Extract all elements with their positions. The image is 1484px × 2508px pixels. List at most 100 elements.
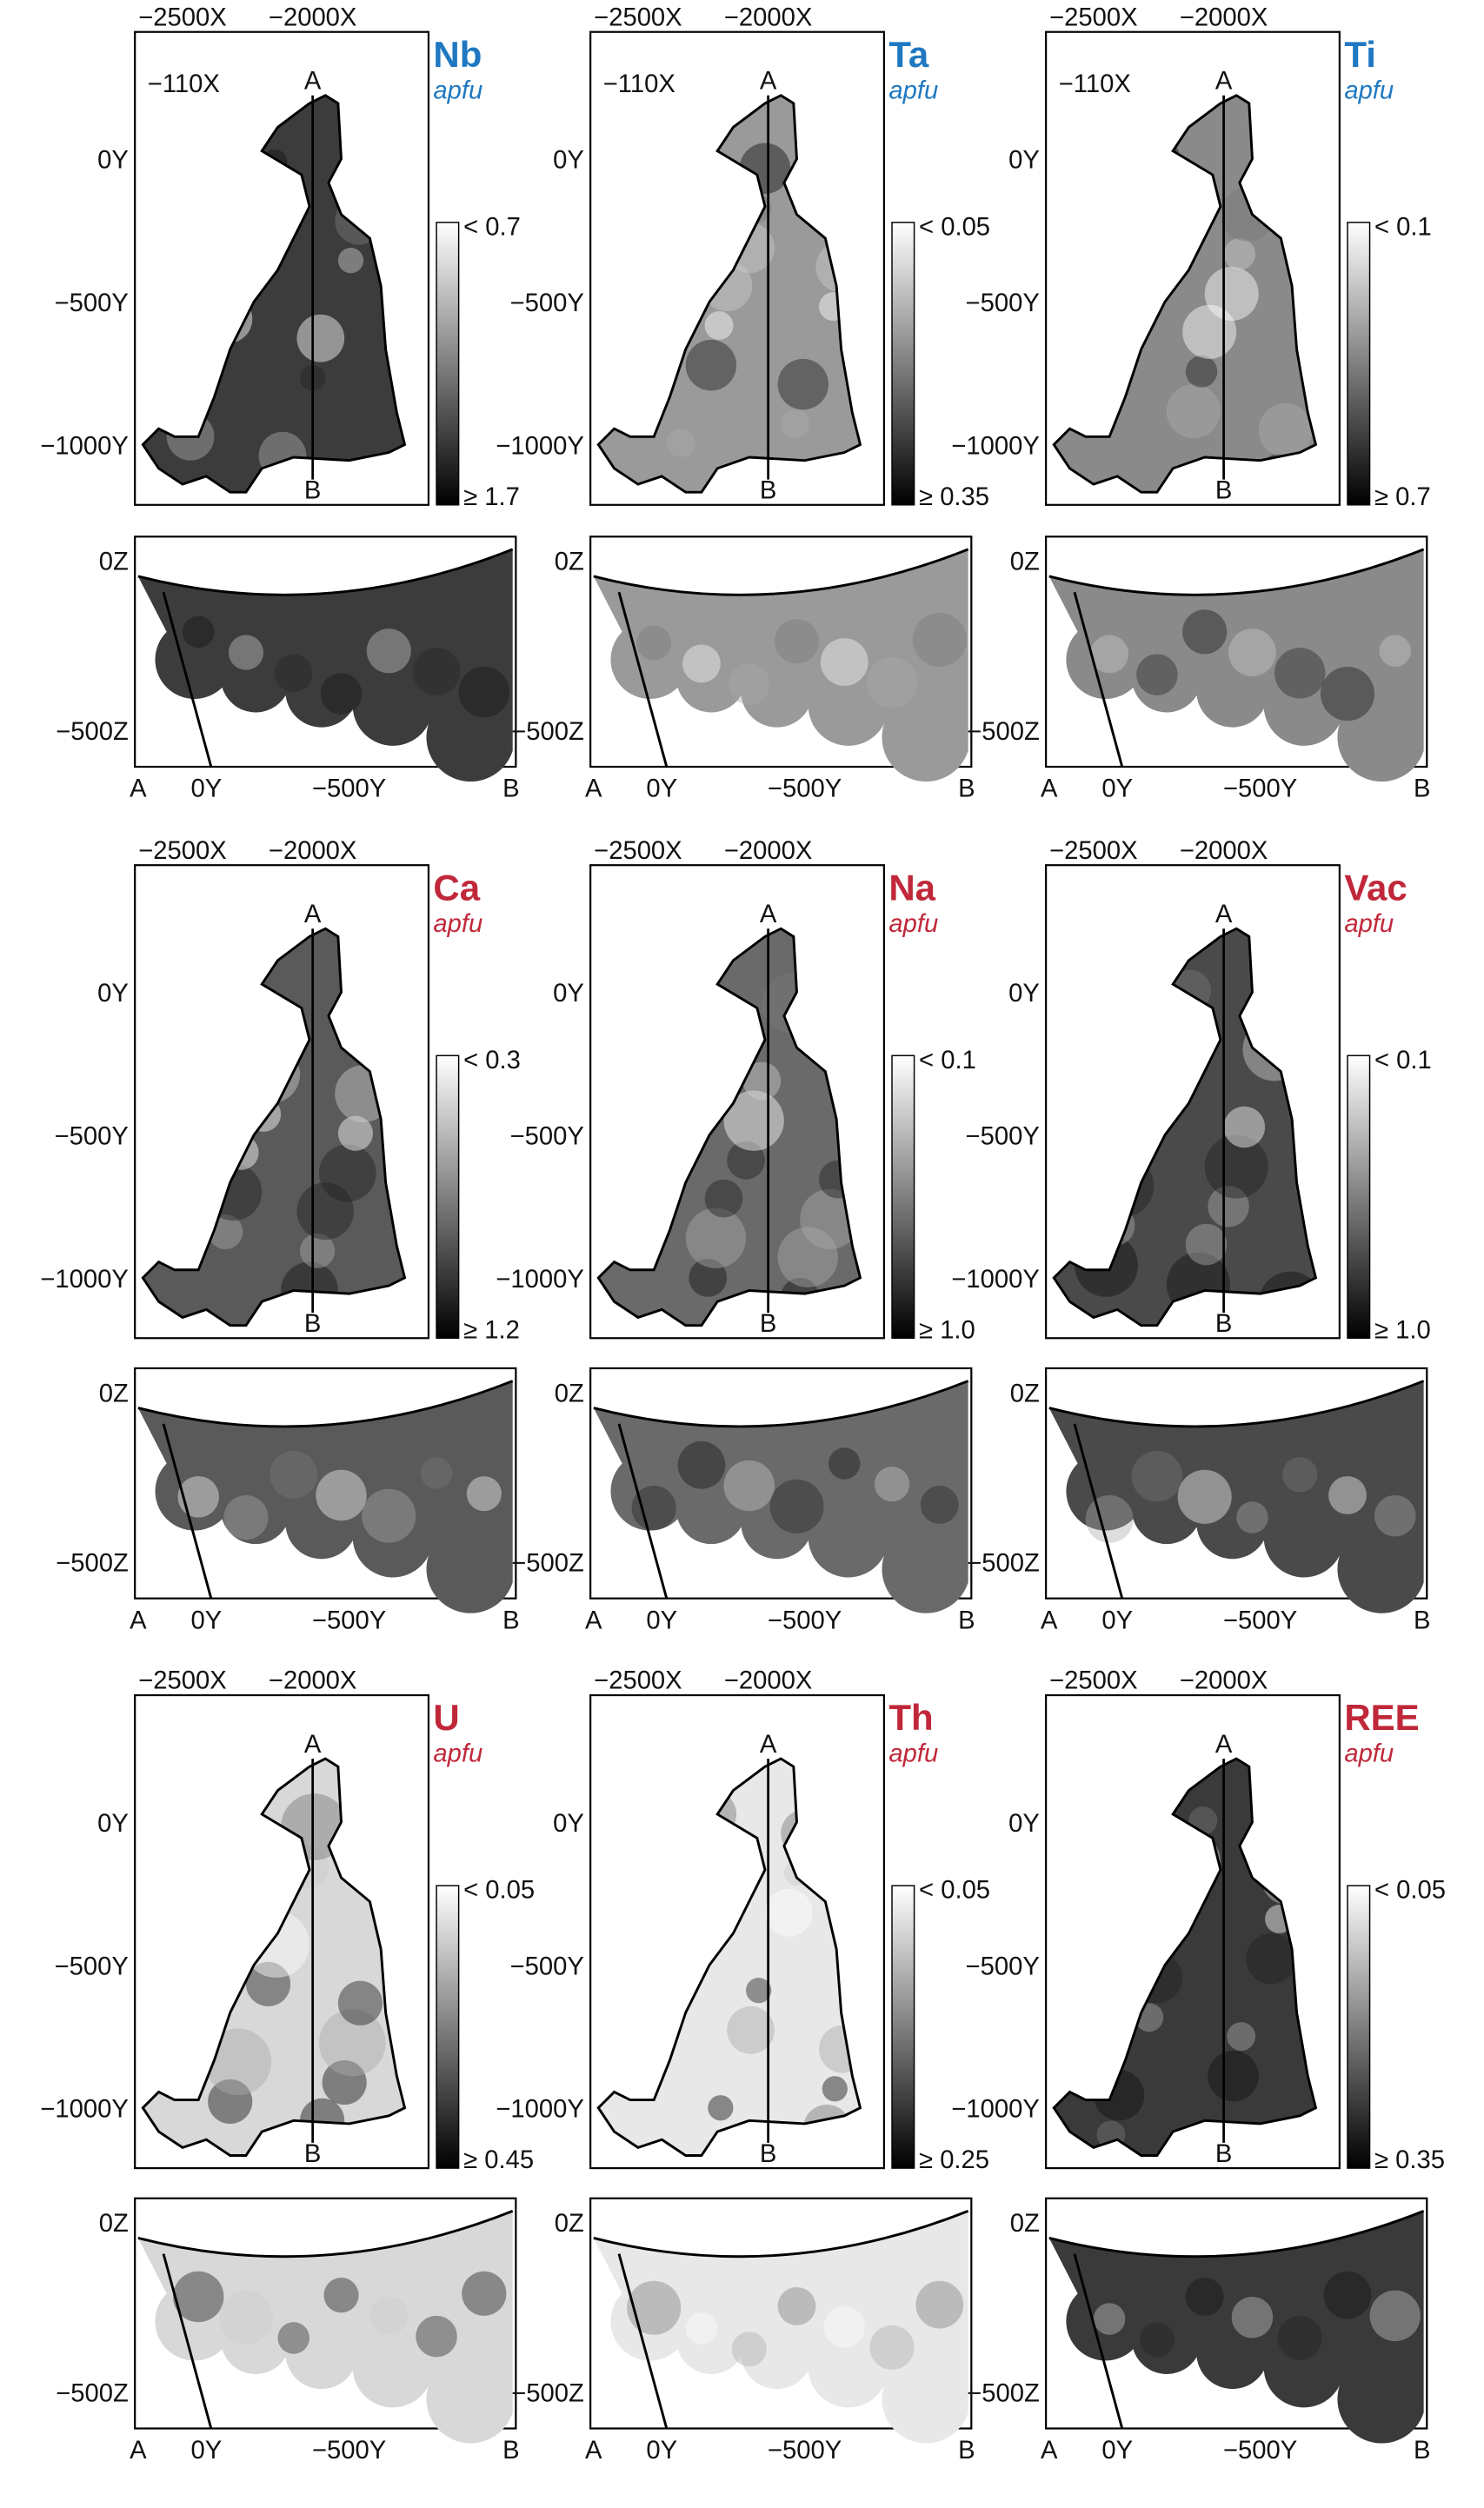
section-patch xyxy=(769,1479,824,1533)
section-z-tick: −500Z xyxy=(967,718,1040,746)
map-y-tick: −1000Y xyxy=(40,2096,129,2124)
colorbar-top-label: < 0.05 xyxy=(919,1877,990,1905)
section-end-label: B xyxy=(1215,2140,1232,2168)
map-y-tick: 0Y xyxy=(1008,980,1040,1008)
map-outline xyxy=(141,927,407,1327)
unit-label: apfu xyxy=(1344,910,1394,938)
map-y-tick: −500Y xyxy=(55,289,129,317)
section-patch xyxy=(636,625,672,661)
section-x-tick: 0Y xyxy=(646,775,677,803)
map-patch xyxy=(742,1061,782,1101)
section-body xyxy=(1048,1380,1424,1613)
section-x-tick: −500Y xyxy=(1223,1607,1297,1634)
section-patch xyxy=(774,619,820,664)
map-x-tick: −2500X xyxy=(594,837,682,865)
section-x-tick: A xyxy=(1041,775,1058,803)
section-patch xyxy=(466,1476,502,1512)
section-body xyxy=(137,549,513,782)
map-patch xyxy=(1204,1134,1268,1199)
map-y-tick: −500Y xyxy=(55,1953,129,1980)
section-patch xyxy=(1369,2290,1421,2342)
colorbar xyxy=(891,1885,915,2169)
map-patch xyxy=(208,2079,253,2124)
unit-label: apfu xyxy=(433,77,482,104)
colorbar-bottom-label: ≥ 0.25 xyxy=(919,2146,989,2174)
section-patch xyxy=(366,629,411,674)
section-patch xyxy=(915,2280,964,2329)
map-patch xyxy=(296,314,345,363)
section-x-tick: A xyxy=(585,1607,602,1634)
section-patch xyxy=(1228,629,1276,676)
section-boundary xyxy=(162,2253,213,2429)
map-body xyxy=(598,1759,861,2156)
map-outline xyxy=(1052,1757,1318,2157)
section-z-tick: −500Z xyxy=(511,2379,584,2407)
section-patch xyxy=(728,663,770,705)
map-x-tick: −2500X xyxy=(1049,1667,1137,1695)
colorbar xyxy=(436,222,460,506)
section-patch xyxy=(270,1450,318,1499)
map-x-tick: −2000X xyxy=(1180,1667,1268,1695)
section-patch xyxy=(731,2332,767,2367)
map-body xyxy=(143,928,405,1326)
section-patch xyxy=(823,2305,865,2348)
section-x-tick: −500Y xyxy=(768,775,842,803)
section-patch xyxy=(1328,1476,1367,1514)
colorbar xyxy=(436,1054,460,1339)
map-y-tick: −500Y xyxy=(510,289,584,317)
map-y-tick: −1000Y xyxy=(951,2096,1040,2124)
section-patch xyxy=(1236,1501,1268,1533)
section-patch xyxy=(277,2322,310,2354)
map-y-tick: −500Y xyxy=(966,1953,1040,1980)
map-y-tick: −500Y xyxy=(966,289,1040,317)
section-end-label: B xyxy=(1215,476,1232,504)
map-patch xyxy=(1258,402,1313,458)
section-x-tick: 0Y xyxy=(190,775,222,803)
section-start-label: A xyxy=(304,1731,322,1759)
section-z-tick: −500Z xyxy=(56,1550,129,1578)
colorbar xyxy=(1347,1054,1371,1339)
section-start-label: A xyxy=(1215,67,1233,95)
section-x-tick: −500Y xyxy=(768,2437,842,2465)
section-x-tick: B xyxy=(1414,775,1430,803)
map-y-tick: 0Y xyxy=(1008,1810,1040,1838)
section-patch xyxy=(1177,1469,1232,1524)
map-patch xyxy=(708,2095,734,2121)
element-title: Nb xyxy=(433,34,482,75)
section-top xyxy=(137,2210,514,2259)
map-outline xyxy=(596,94,862,494)
map-body xyxy=(1054,1759,1316,2156)
section-top xyxy=(137,548,514,596)
map-x-tick: −2500X xyxy=(138,3,227,31)
section-start-label: A xyxy=(1215,901,1233,928)
colorbar-bottom-label: ≥ 0.45 xyxy=(463,2146,534,2174)
map-x-tick: −2000X xyxy=(724,837,813,865)
section-x-tick: 0Y xyxy=(646,2437,677,2465)
section-patch xyxy=(218,2290,274,2345)
section-start-label: A xyxy=(760,1731,777,1759)
colorbar xyxy=(1347,222,1371,506)
map-patch xyxy=(322,2059,367,2106)
section-top xyxy=(1048,2210,1425,2259)
map-y-tick: −500Y xyxy=(510,1123,584,1151)
section-patch xyxy=(1182,609,1228,655)
map-patch xyxy=(318,2009,386,2077)
map-body xyxy=(143,95,405,493)
map-patch xyxy=(1246,1933,1297,1985)
section-patch xyxy=(1231,2296,1274,2338)
map-y-tick: −500Y xyxy=(510,1953,584,1980)
section-end-label: B xyxy=(304,2140,321,2168)
map-patch xyxy=(1223,1106,1266,1148)
map-x-tick: −2000X xyxy=(724,3,813,31)
section-patch xyxy=(316,1469,367,1521)
section-patch xyxy=(685,2312,718,2345)
map-patch xyxy=(1185,1223,1228,1266)
section-patch xyxy=(920,1486,959,1524)
section-top xyxy=(593,548,969,596)
map-patch xyxy=(204,2028,272,2096)
section-patch xyxy=(274,654,313,693)
map-outline xyxy=(141,94,407,494)
